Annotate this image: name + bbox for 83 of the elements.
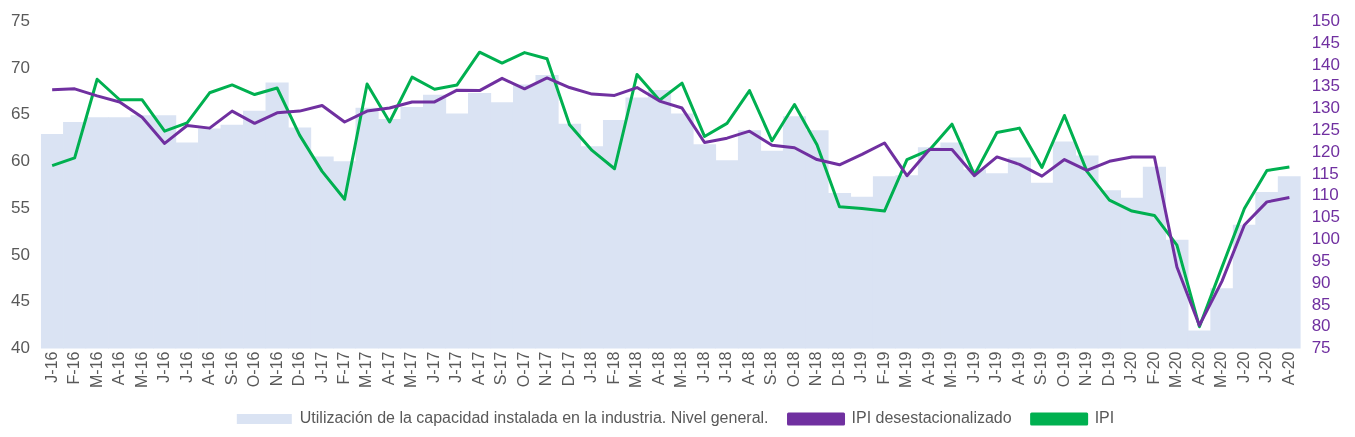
x-tick-label: F-18 [604, 351, 622, 385]
y2-tick-label: 135 [1311, 76, 1341, 96]
x-tick-label: A-18 [739, 351, 757, 386]
y-tick-label: 55 [10, 197, 30, 217]
x-tick-label: M-20 [1212, 351, 1230, 388]
x-tick-label: J-17 [424, 351, 442, 383]
legend-label: IPI [1094, 409, 1115, 427]
y2-tick-label: 85 [1311, 294, 1331, 314]
y-tick-label: 40 [10, 338, 30, 358]
x-tick-label: D-16 [290, 351, 308, 387]
y-tick-label: 75 [10, 10, 30, 30]
x-tick-label: S-16 [222, 351, 240, 386]
x-tick-label: A-19 [919, 351, 937, 386]
y-tick-label: 70 [10, 57, 30, 77]
x-tick-label: D-19 [1099, 351, 1117, 387]
x-tick-label: F-20 [1144, 351, 1162, 385]
x-tick-label: J-20 [1122, 351, 1140, 383]
x-tick-label: N-19 [1077, 351, 1095, 387]
legend-label: IPI desestacionalizado [851, 409, 1012, 427]
y2-tick-label: 90 [1311, 272, 1331, 292]
y-tick-label: 45 [10, 291, 30, 311]
x-tick-label: A-20 [1189, 351, 1207, 386]
x-tick-label: N-17 [537, 351, 555, 387]
x-tick-label: J-19 [964, 351, 982, 383]
x-tick-label: J-16 [155, 351, 173, 383]
x-tick-label: M-19 [897, 351, 915, 388]
x-tick-label: S-18 [762, 351, 780, 386]
x-tick-label: M-17 [402, 351, 420, 388]
y2-tick-label: 125 [1311, 120, 1341, 139]
x-tick-label: O-17 [514, 351, 532, 388]
x-tick-label: M-18 [627, 351, 645, 388]
y2-tick-label: 115 [1311, 163, 1339, 183]
y-tick-label: 65 [10, 104, 30, 124]
x-tick-label: J-17 [312, 351, 330, 383]
x-tick-label: J-20 [1234, 351, 1252, 383]
x-tick-label: S-17 [492, 351, 510, 386]
y2-tick-label: 150 [1311, 10, 1341, 30]
x-tick-label: F-17 [335, 351, 352, 385]
x-tick-label: A-18 [649, 351, 667, 386]
x-tick-label: J-19 [852, 351, 870, 383]
y2-tick-label: 80 [1311, 316, 1331, 336]
x-tick-label: O-19 [1054, 351, 1072, 388]
x-tick-label: J-20 [1257, 351, 1275, 383]
y-tick-label: 50 [10, 244, 30, 264]
x-tick-label: A-16 [200, 351, 218, 386]
y2-tick-label: 110 [1311, 185, 1339, 205]
x-tick-label: A-19 [1009, 351, 1027, 386]
x-tick-label: M-19 [942, 351, 960, 388]
y2-tick-label: 75 [1311, 338, 1331, 358]
x-tick-label: J-18 [582, 351, 600, 383]
y2-tick-label: 130 [1311, 98, 1341, 118]
y2-tick-label: 140 [1311, 54, 1341, 74]
x-tick-label: A-17 [469, 351, 487, 386]
x-tick-label: O-18 [784, 351, 802, 388]
x-tick-label: J-18 [694, 351, 712, 383]
x-tick-label: M-18 [672, 351, 690, 388]
legend-label: Utilización de la capacidad instalada en la industria. Nivel general. [299, 409, 769, 427]
x-tick-label: M-20 [1167, 351, 1185, 388]
y2-tick-label: 100 [1311, 229, 1341, 249]
x-tick-label: F-16 [65, 351, 83, 385]
x-tick-label: A-17 [379, 351, 397, 386]
x-tick-label: N-16 [267, 351, 285, 387]
x-tick-label: M-16 [87, 351, 105, 388]
y2-tick-label: 105 [1311, 207, 1341, 227]
x-tick-label: O-16 [245, 351, 263, 388]
x-tick-label: M-16 [132, 351, 150, 388]
y-tick-label: 60 [10, 151, 30, 171]
x-tick-label: N-18 [807, 351, 825, 387]
x-tick-label: J-17 [447, 351, 465, 383]
x-tick-label: D-17 [559, 351, 577, 387]
y2-tick-label: 145 [1311, 32, 1341, 52]
x-tick-label: M-17 [357, 351, 375, 388]
x-tick-label: D-18 [829, 351, 847, 387]
x-tick-label: A-16 [110, 351, 128, 386]
x-tick-label: S-19 [1032, 351, 1050, 386]
y2-tick-label: 120 [1311, 141, 1341, 161]
x-tick-label: J-16 [42, 351, 60, 383]
x-tick-label: J-19 [987, 351, 1005, 383]
x-tick-label: J-16 [177, 351, 195, 383]
x-tick-label: A-20 [1279, 351, 1297, 386]
x-tick-label: J-18 [717, 351, 735, 383]
x-tick-label: F-19 [874, 351, 892, 385]
y2-tick-label: 95 [1311, 250, 1331, 270]
